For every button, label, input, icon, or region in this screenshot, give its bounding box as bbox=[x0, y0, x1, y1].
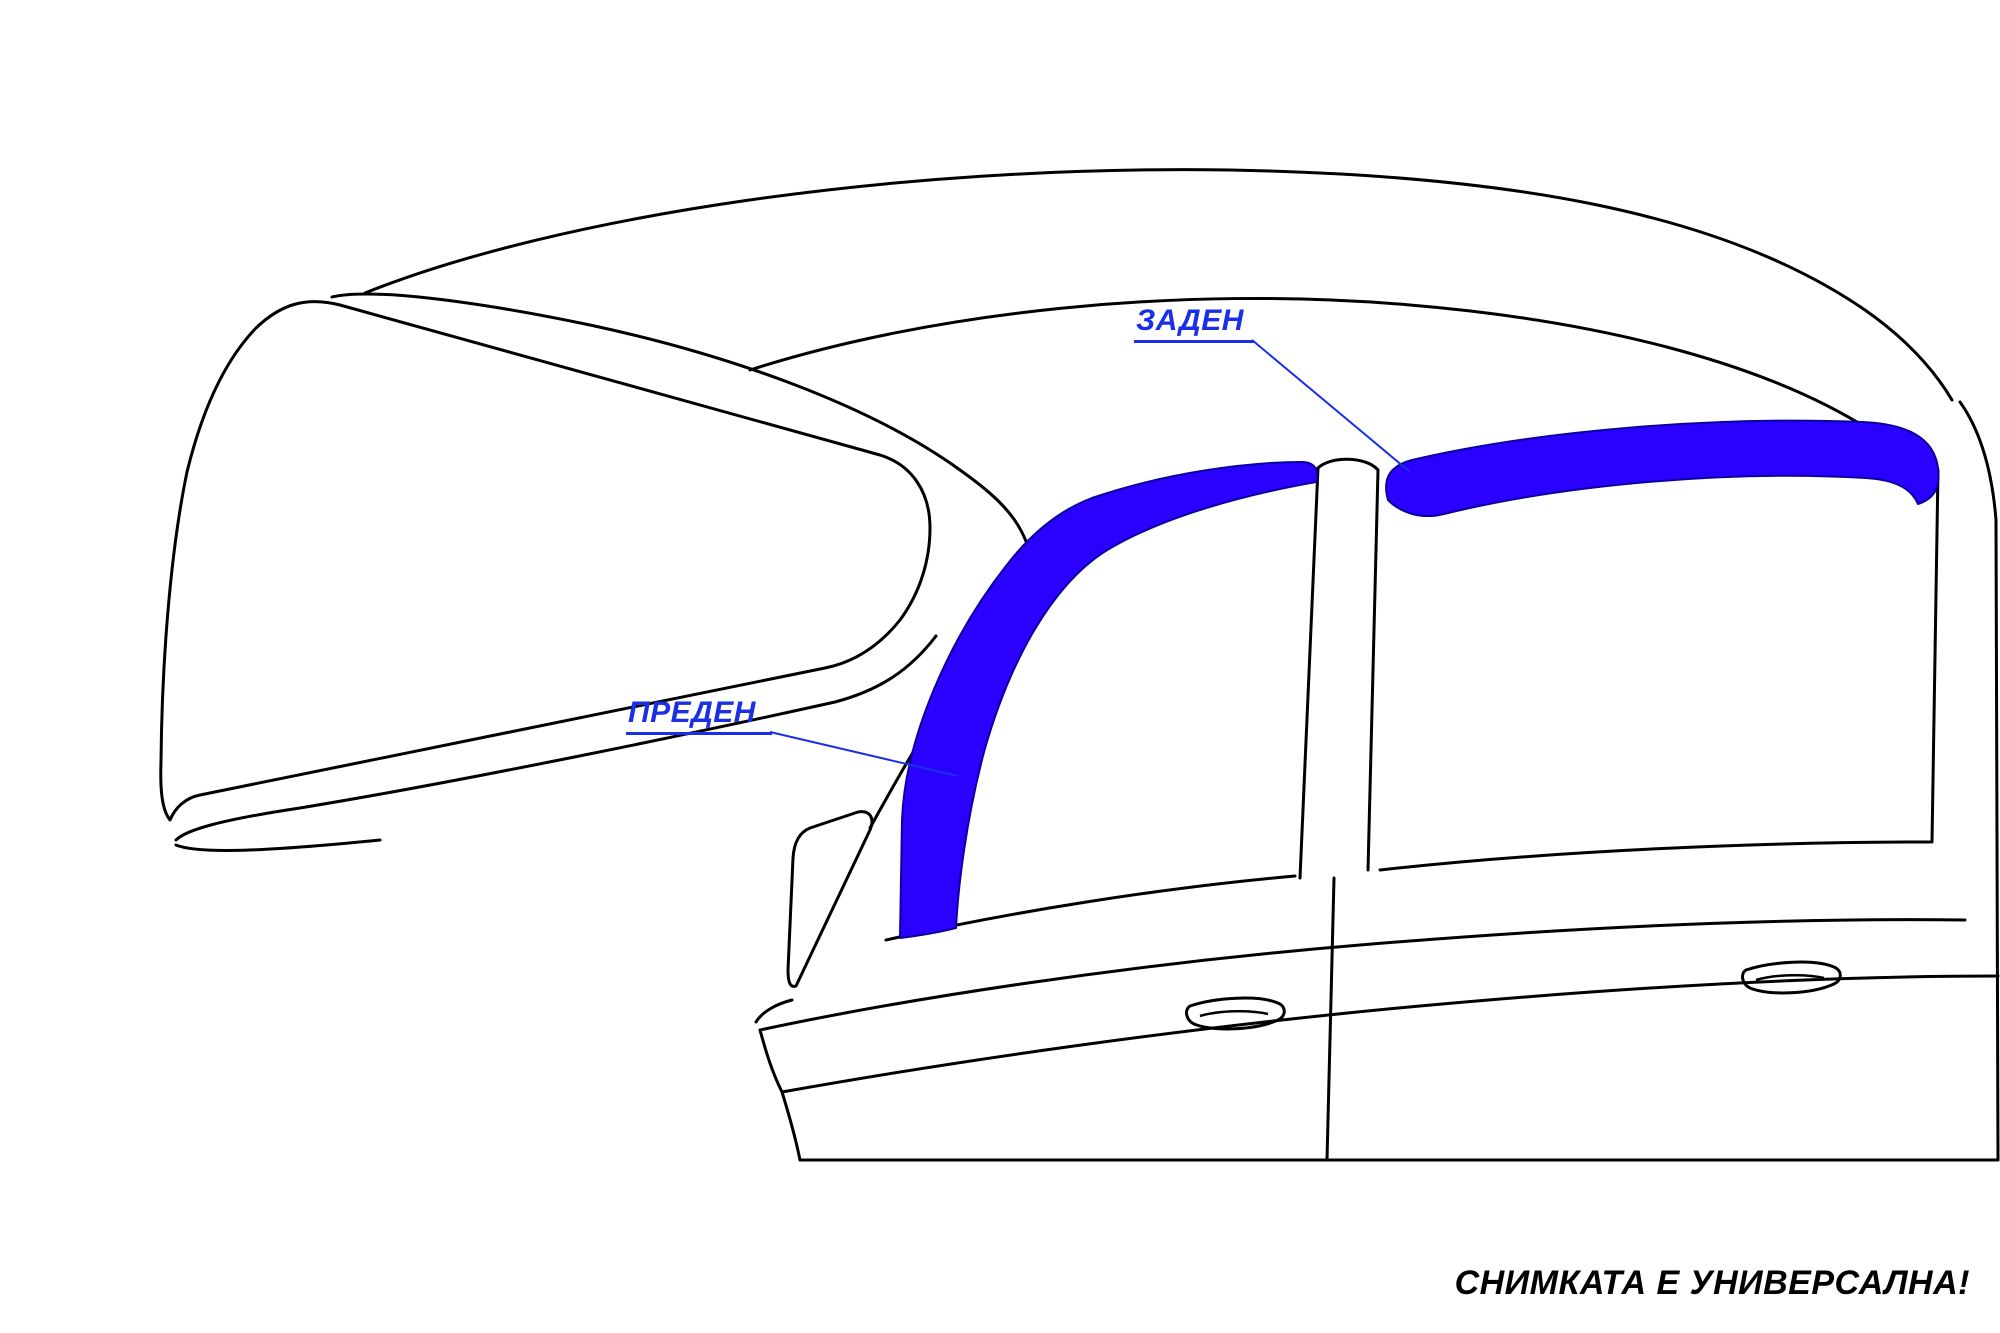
rear-deflector bbox=[1386, 421, 1938, 516]
diagram-stage: ПРЕДЕН ЗАДЕН СНИМКАТА Е УНИВЕРСАЛНА! bbox=[0, 0, 2000, 1333]
b-pillar-top bbox=[1318, 459, 1378, 470]
label-front: ПРЕДЕН bbox=[628, 696, 756, 730]
b-pillar-right bbox=[1368, 470, 1378, 870]
rear-window-right-edge bbox=[1932, 470, 1938, 842]
rear-door-handle bbox=[1743, 962, 1841, 993]
mirror-stub bbox=[756, 1000, 792, 1022]
car-diagram bbox=[0, 0, 2000, 1333]
body-bottom-front bbox=[782, 1092, 800, 1160]
label-rear-underline bbox=[1134, 340, 1254, 343]
roof-outline bbox=[365, 170, 1952, 400]
footnote: СНИМКАТА Е УНИВЕРСАЛНА! bbox=[1455, 1264, 1970, 1303]
front-fender-arc bbox=[760, 1030, 782, 1092]
leader-line-rear bbox=[1252, 340, 1410, 472]
label-front-underline bbox=[626, 732, 772, 735]
hood-edge bbox=[176, 840, 380, 850]
roof-inner-outline bbox=[750, 298, 1870, 430]
b-pillar-left bbox=[1300, 468, 1318, 878]
rear-pillar bbox=[1960, 402, 1998, 1160]
quarter-glass-triangle bbox=[788, 812, 872, 987]
front-deflector bbox=[900, 462, 1317, 938]
door-shut-line bbox=[1327, 878, 1334, 1160]
label-rear: ЗАДЕН bbox=[1136, 304, 1244, 338]
cowl-outline bbox=[176, 636, 936, 840]
rear-window-sill bbox=[1380, 842, 1930, 870]
